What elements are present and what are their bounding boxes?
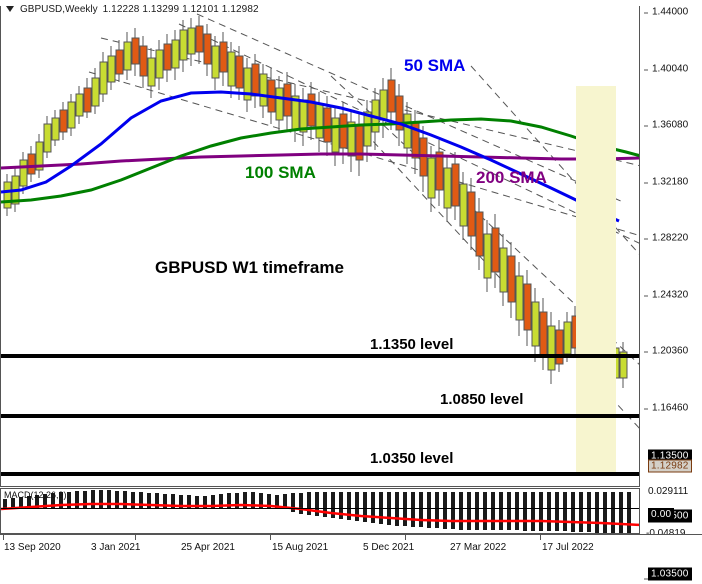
macd-axis-top-label: 0.029111 bbox=[648, 486, 689, 497]
y-tick-1-20360: 1.20360 bbox=[644, 346, 688, 357]
x-tick-3: 15 Aug 2021 bbox=[272, 542, 329, 553]
x-tick-0: 13 Sep 2020 bbox=[4, 542, 61, 553]
x-tick-1: 3 Jan 2021 bbox=[91, 542, 141, 553]
level-line-1-0850 bbox=[1, 414, 639, 418]
ohlc-values: 1.12228 1.13299 1.12101 1.12982 bbox=[102, 3, 259, 15]
y-tick-1-32180: 1.32180 bbox=[644, 177, 688, 188]
macd-histogram bbox=[3, 490, 631, 533]
x-tick-2: 25 Apr 2021 bbox=[181, 542, 235, 553]
x-tick-5: 27 Mar 2022 bbox=[450, 542, 507, 553]
level-line-1-1350 bbox=[1, 354, 639, 358]
annotation-chart-title: GBPUSD W1 timeframe bbox=[155, 258, 344, 277]
y-tick-1-28220: 1.28220 bbox=[644, 233, 688, 244]
y-tick-1-36080: 1.36080 bbox=[644, 120, 688, 131]
time-axis[interactable]: 13 Sep 2020 3 Jan 2021 25 Apr 2021 15 Au… bbox=[0, 534, 702, 562]
macd-plot-layer bbox=[1, 490, 639, 533]
macd-zero-line bbox=[1, 508, 639, 509]
y-tick-1-40040: 1.40040 bbox=[644, 64, 688, 75]
y-tick-1-24320: 1.24320 bbox=[644, 290, 688, 301]
y-tick-1-16460: 1.16460 bbox=[644, 403, 688, 414]
x-tick-6: 17 Jul 2022 bbox=[542, 542, 594, 553]
sma-200-line bbox=[1, 152, 639, 170]
trendline-group bbox=[88, 13, 639, 429]
y-tick-1-44000: 1.44000 bbox=[644, 7, 688, 18]
macd-label: MACD(12,26,9) bbox=[4, 490, 67, 500]
y-marker-1-13500: 1.13500 bbox=[648, 449, 692, 463]
macd-signal-line bbox=[1, 502, 639, 527]
x-tick-4: 5 Dec 2021 bbox=[363, 542, 415, 553]
chevron-down-icon[interactable] bbox=[6, 6, 14, 12]
candlestick-series bbox=[3, 16, 628, 476]
highlight-band bbox=[576, 86, 616, 476]
sma-50-line bbox=[1, 90, 620, 223]
price-axis[interactable]: 1.44000 1.40040 1.36080 1.32180 1.28220 … bbox=[640, 6, 702, 584]
annotation-level-1-0850: 1.0850 level bbox=[440, 391, 524, 408]
y-marker-1-03500: 1.03500 bbox=[648, 567, 692, 581]
symbol-timeframe-label: GBPUSD,Weekly bbox=[20, 3, 98, 15]
level-line-1-0350 bbox=[1, 472, 639, 476]
annotation-level-1-1350: 1.1350 level bbox=[370, 336, 454, 353]
price-plot-layer bbox=[1, 13, 639, 476]
macd-indicator-pane[interactable]: MACD(12,26,9) bbox=[0, 488, 640, 534]
y-marker-current-price: 1.12982 bbox=[648, 459, 692, 473]
annotation-level-1-0350: 1.0350 level bbox=[370, 450, 454, 467]
chart-symbol-header: GBPUSD,Weekly 1.12228 1.13299 1.12101 1.… bbox=[6, 2, 259, 16]
annotation-sma-100: 100 SMA bbox=[245, 163, 316, 182]
macd-axis-bottom-label: -0.04819 bbox=[646, 528, 685, 539]
annotation-sma-200: 200 SMA bbox=[476, 168, 547, 187]
price-chart-pane[interactable] bbox=[0, 6, 640, 487]
annotation-sma-50: 50 SMA bbox=[404, 56, 466, 75]
macd-axis-zero-label: 0.00 bbox=[648, 508, 675, 521]
sma-100-line bbox=[1, 117, 639, 204]
